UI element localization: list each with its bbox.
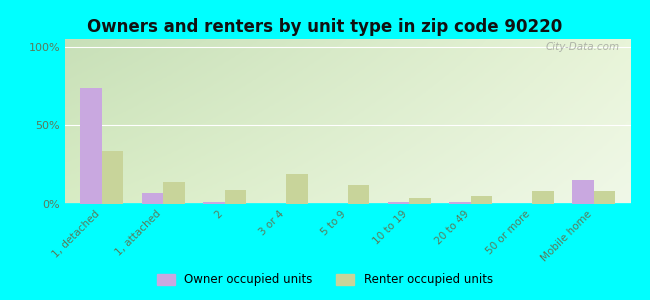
Bar [286,174,308,204]
Bar [532,191,554,204]
Bar [163,182,185,204]
Bar [102,151,124,204]
Bar [410,198,431,204]
Bar [387,202,410,204]
Bar [572,180,593,204]
Bar [471,196,492,204]
Bar [81,88,102,204]
Bar [142,193,163,204]
Bar [449,202,471,204]
Bar [203,202,225,204]
Bar [225,190,246,204]
Text: Owners and renters by unit type in zip code 90220: Owners and renters by unit type in zip c… [87,18,563,36]
Legend: Owner occupied units, Renter occupied units: Owner occupied units, Renter occupied un… [153,269,497,291]
Bar [593,191,615,204]
Text: City-Data.com: City-Data.com [545,42,619,52]
Bar [348,185,369,204]
